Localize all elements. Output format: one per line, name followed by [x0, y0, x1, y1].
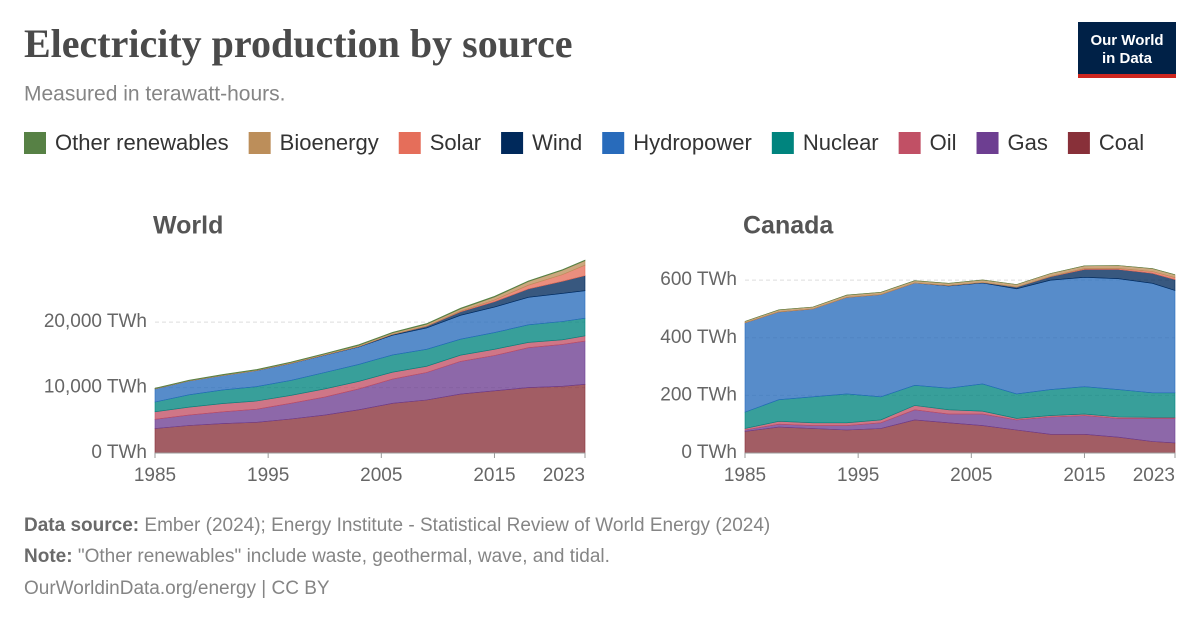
x-tick-label: 2005 [360, 465, 402, 486]
legend-swatch [24, 132, 46, 154]
legend-label: Nuclear [803, 130, 879, 155]
legend-label: Oil [930, 130, 957, 155]
x-tick-label: 1985 [724, 465, 766, 486]
charts: World 0 TWh 10,000 TWh 20,000 TWh 1985 1995 20… [44, 212, 1176, 486]
x-tick-label: 2015 [1063, 465, 1105, 486]
chart-title: Canada [743, 212, 834, 240]
footer-text: "Other renewables" include waste, geothe… [78, 546, 610, 567]
y-tick-label: 600 TWh [660, 269, 737, 290]
legend-item: Solar [398, 130, 481, 155]
legend-swatch [398, 132, 421, 154]
legend-item: Hydropower [602, 130, 752, 155]
legend-swatch [602, 132, 625, 154]
legend-item: Other renewables [24, 130, 229, 155]
chart: World 0 TWh 10,000 TWh 20,000 TWh 1985 1995 20… [44, 212, 586, 486]
legend-item: Oil [898, 130, 957, 155]
x-tick-label: 2015 [473, 465, 515, 486]
legend-label: Other renewables [55, 130, 229, 155]
legend: Other renewables Bioenergy Solar Wind Hydrop… [24, 130, 1144, 155]
legend-swatch [976, 132, 999, 154]
legend-item: Nuclear [771, 130, 879, 155]
x-tick-label: 1995 [247, 465, 289, 486]
x-tick-label: 2023 [1133, 465, 1175, 486]
footer-link: OurWorldinData.org/energy | CC BY [24, 578, 330, 599]
legend-swatch [1067, 132, 1090, 154]
logo-text: in Data [1102, 50, 1153, 67]
y-tick-label: 400 TWh [660, 327, 737, 348]
x-tick-label: 1995 [837, 465, 879, 486]
chart-title: World [153, 212, 223, 240]
legend-swatch [771, 132, 794, 154]
footer-label: Note: [24, 546, 73, 567]
legend-swatch [898, 132, 921, 154]
y-tick-label: 20,000 TWh [44, 311, 147, 332]
legend-swatch [501, 132, 524, 154]
title: Electricity production by source [24, 21, 572, 66]
footer-text: Ember (2024); Energy Institute - Statist… [144, 515, 770, 536]
area [744, 265, 1176, 322]
legend-item: Gas [976, 130, 1048, 155]
y-tick-label: 10,000 TWh [44, 377, 147, 398]
footer-note: Note: "Other renewables" include waste, … [24, 546, 610, 567]
legend-swatch [248, 132, 271, 154]
logo-box [1078, 22, 1176, 78]
legend-item: Bioenergy [248, 130, 379, 155]
legend-label: Gas [1008, 130, 1048, 155]
x-tick-label: 2005 [950, 465, 992, 486]
legend-label: Solar [430, 130, 481, 155]
y-tick-label: 0 TWh [681, 442, 737, 463]
y-tick-label: 200 TWh [660, 384, 737, 405]
footer-source: Data source: Ember (2024); Energy Instit… [24, 515, 770, 536]
subtitle: Measured in terawatt-hours. [24, 83, 285, 106]
legend-item: Coal [1067, 130, 1144, 155]
legend-label: Bioenergy [280, 130, 379, 155]
logo-bar [1078, 74, 1176, 78]
legend-label: Hydropower [633, 130, 752, 155]
y-tick-label: 0 TWh [91, 442, 147, 463]
area [154, 259, 586, 389]
x-tick-label: 2023 [543, 465, 585, 486]
x-tick-label: 1985 [134, 465, 176, 486]
footer-label: Data source: [24, 515, 139, 536]
legend-item: Wind [501, 130, 582, 155]
chart: Canada 0 TWh 200 TWh 400 TWh 600 TWh 1985 1995… [660, 212, 1176, 486]
legend-label: Coal [1099, 130, 1144, 155]
logo-text: Our World [1090, 32, 1163, 49]
legend-label: Wind [532, 130, 582, 155]
